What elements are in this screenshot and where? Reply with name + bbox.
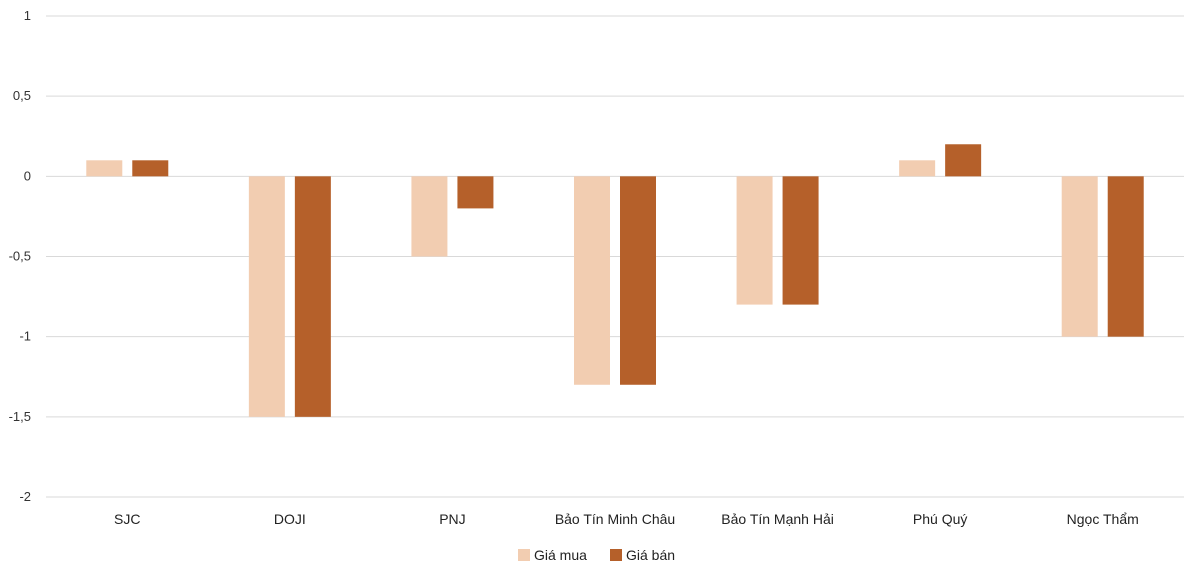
x-category-label: Bảo Tín Mạnh Hải [721, 511, 834, 527]
y-tick-label: 1 [24, 8, 31, 23]
legend-label: Giá mua [534, 547, 587, 563]
bar-gia-ban [132, 160, 169, 177]
bar-gia-mua [1061, 176, 1098, 337]
y-tick-label: 0 [24, 168, 31, 183]
bar-gia-mua [411, 176, 448, 257]
y-tick-label: -1,5 [9, 409, 31, 424]
x-category-label: Bảo Tín Minh Châu [555, 511, 675, 527]
y-axis-tick-labels: 1 0,5 0 -0,5 -1 -1,5 -2 [9, 8, 31, 504]
y-tick-label: -1 [19, 329, 31, 344]
bars [86, 144, 1144, 417]
x-category-label: Phú Quý [913, 511, 967, 527]
y-tick-label: -2 [19, 489, 31, 504]
y-tick-label: -0,5 [9, 249, 31, 264]
y-tick-label: 0,5 [13, 88, 31, 103]
bar-gia-mua [248, 176, 285, 417]
bar-gia-ban [1107, 176, 1144, 337]
x-category-label: PNJ [439, 511, 465, 527]
x-category-label: DOJI [274, 511, 306, 527]
bar-gia-ban [782, 176, 819, 305]
bar-gia-mua [86, 160, 123, 177]
legend-swatch [518, 549, 530, 561]
x-category-label: SJC [114, 511, 140, 527]
legend: Giá mua Giá bán [518, 547, 675, 563]
bar-gia-ban [620, 176, 656, 385]
bar-gia-ban [457, 176, 494, 209]
x-category-label: Ngọc Thẩm [1067, 511, 1139, 527]
bar-gia-mua [899, 160, 936, 177]
bar-gia-ban [945, 144, 982, 177]
legend-swatch [610, 549, 622, 561]
legend-label: Giá bán [626, 547, 675, 563]
x-axis-category-labels: SJC DOJI PNJ Bảo Tín Minh Châu Bảo Tín Mạnh … [114, 511, 1139, 527]
bar-gia-mua [574, 176, 610, 385]
gridlines [46, 15, 1184, 498]
bar-gia-mua [736, 176, 773, 305]
bar-gia-ban [294, 176, 331, 417]
